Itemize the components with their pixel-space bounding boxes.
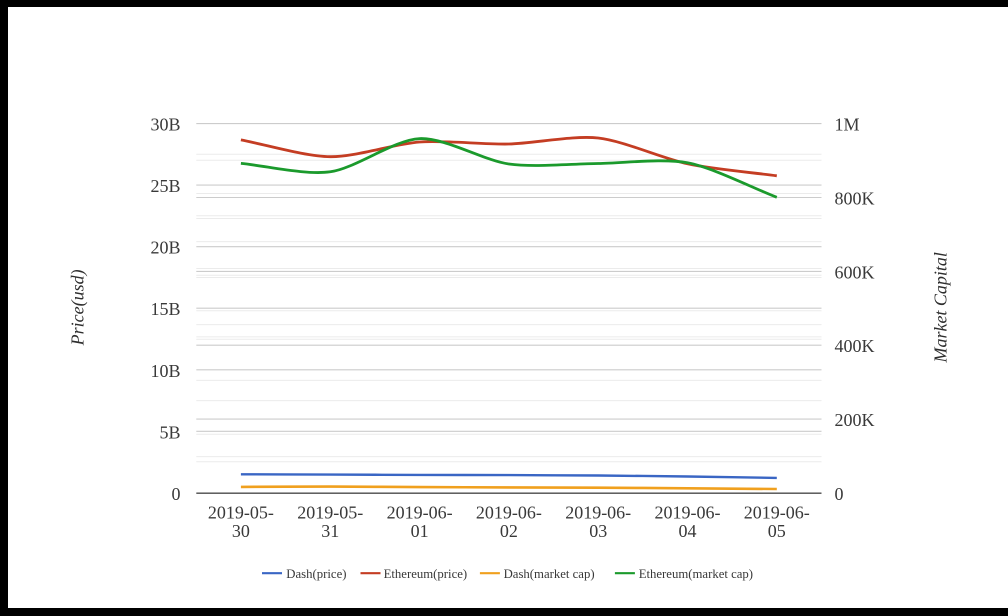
svg-text:2019-06-: 2019-06- bbox=[655, 503, 721, 523]
svg-text:5B: 5B bbox=[159, 422, 180, 442]
svg-text:0: 0 bbox=[835, 484, 844, 504]
svg-text:2019-05-: 2019-05- bbox=[297, 503, 363, 523]
svg-text:03: 03 bbox=[589, 521, 607, 541]
svg-text:Market Capital: Market Capital bbox=[931, 252, 951, 364]
svg-text:30: 30 bbox=[232, 521, 250, 541]
svg-text:25B: 25B bbox=[150, 176, 180, 196]
svg-text:Dash(price): Dash(price) bbox=[286, 567, 346, 581]
svg-text:Dash(market cap): Dash(market cap) bbox=[504, 567, 595, 581]
svg-text:10B: 10B bbox=[150, 361, 180, 381]
svg-text:Ethereum(price): Ethereum(price) bbox=[384, 567, 468, 581]
svg-text:2019-06-: 2019-06- bbox=[565, 503, 631, 523]
svg-text:Ethereum(market cap): Ethereum(market cap) bbox=[639, 567, 753, 581]
svg-text:2019-06-: 2019-06- bbox=[744, 503, 810, 523]
svg-text:400K: 400K bbox=[835, 336, 875, 356]
svg-text:05: 05 bbox=[768, 521, 786, 541]
svg-text:0: 0 bbox=[172, 484, 181, 504]
svg-text:15B: 15B bbox=[150, 299, 180, 319]
svg-text:800K: 800K bbox=[835, 189, 875, 209]
svg-text:20B: 20B bbox=[150, 238, 180, 258]
svg-text:1M: 1M bbox=[835, 115, 860, 135]
svg-text:2019-06-: 2019-06- bbox=[387, 503, 453, 523]
svg-text:200K: 200K bbox=[835, 410, 875, 430]
svg-text:04: 04 bbox=[679, 521, 697, 541]
svg-text:02: 02 bbox=[500, 521, 518, 541]
svg-text:2019-05-: 2019-05- bbox=[208, 503, 274, 523]
svg-text:Price(usd): Price(usd) bbox=[68, 269, 89, 346]
svg-text:31: 31 bbox=[321, 521, 339, 541]
svg-text:600K: 600K bbox=[835, 262, 875, 282]
svg-text:01: 01 bbox=[411, 521, 429, 541]
svg-text:2019-06-: 2019-06- bbox=[476, 503, 542, 523]
svg-text:30B: 30B bbox=[150, 115, 180, 135]
